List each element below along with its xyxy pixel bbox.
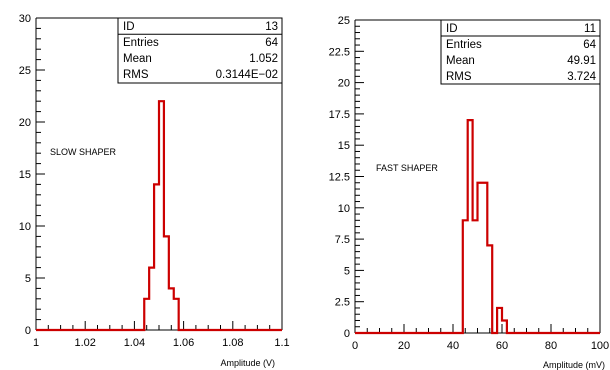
fast-shaper-histogram-line <box>355 119 600 335</box>
stat-label-mean: Mean <box>123 53 152 65</box>
stat-value-rms: 3.724 <box>567 71 596 83</box>
y-tick-label: 0 <box>344 328 350 340</box>
slow-shaper-ticks: 1 1.02 1.04 1.06 1.08 1.1 0 5 10 15 20 25 30 <box>19 13 290 349</box>
y-tick-label: 5 <box>25 273 31 285</box>
fast-shaper-stats-box: ID 11 Entries 64 Mean 49.91 RMS 3.724 <box>440 19 601 85</box>
y-tick-label: 2.5 <box>335 297 350 309</box>
slow-shaper-x-label: Amplitude (V) <box>220 358 275 368</box>
x-tick-label: 80 <box>545 340 557 352</box>
stat-label-id: ID <box>123 21 135 33</box>
y-tick-label: 15 <box>19 169 31 181</box>
slow-shaper-stats-box: ID 13 Entries 64 Mean 1.052 RMS 0.3144E−… <box>117 17 283 84</box>
fast-shaper-x-label: Amplitude (mV) <box>543 360 605 370</box>
y-tick-label: 10 <box>19 221 31 233</box>
x-tick-label: 1 <box>33 337 39 349</box>
x-tick-label: 1.06 <box>173 337 194 349</box>
stat-label-id: ID <box>446 23 458 35</box>
y-tick-label: 22.5 <box>329 46 350 58</box>
stat-value-mean: 49.91 <box>567 55 596 67</box>
stat-value-id: 11 <box>584 23 596 35</box>
fast-shaper-ticks: 0 20 40 60 80 100 0 2.5 5 7.5 10 12.5 15 17.5 20 22.5 25 <box>329 15 610 352</box>
slow-shaper-histogram-line <box>36 100 282 332</box>
y-tick-label: 25 <box>338 15 350 27</box>
x-tick-label: 40 <box>447 340 459 352</box>
y-tick-label: 20 <box>19 117 31 129</box>
x-tick-label: 0 <box>352 340 358 352</box>
fast-shaper-panel: 0 20 40 60 80 100 0 2.5 5 7.5 10 12.5 15 17.5 20 22.5 25… <box>329 15 610 370</box>
x-tick-label: 1.08 <box>222 337 243 349</box>
y-tick-label: 20 <box>338 78 350 90</box>
x-tick-label: 1.02 <box>74 337 95 349</box>
y-tick-label: 5 <box>344 265 350 277</box>
fast-shaper-label: FAST SHAPER <box>376 163 438 173</box>
x-tick-label: 60 <box>496 340 508 352</box>
x-tick-label: 100 <box>591 340 609 352</box>
stat-label-rms: RMS <box>446 71 472 83</box>
y-tick-label: 7.5 <box>335 234 350 246</box>
x-tick-label: 1.04 <box>124 337 145 349</box>
y-tick-label: 10 <box>338 203 350 215</box>
y-tick-label: 12.5 <box>329 172 350 184</box>
stat-value-rms: 0.3144E−02 <box>216 69 278 81</box>
stat-label-rms: RMS <box>123 69 149 81</box>
stat-value-entries: 64 <box>583 39 596 51</box>
slow-shaper-panel: 1 1.02 1.04 1.06 1.08 1.1 0 5 10 15 20 25 30 SLOW SH… <box>19 13 290 368</box>
x-tick-label: 1.1 <box>274 337 289 349</box>
y-tick-label: 17.5 <box>329 109 350 121</box>
stat-label-entries: Entries <box>446 39 482 51</box>
stat-label-entries: Entries <box>123 37 159 49</box>
stat-value-mean: 1.052 <box>249 53 278 65</box>
y-tick-label: 15 <box>338 140 350 152</box>
x-tick-label: 20 <box>398 340 410 352</box>
stat-label-mean: Mean <box>446 55 475 67</box>
slow-shaper-label: SLOW SHAPER <box>50 147 117 157</box>
stat-value-entries: 64 <box>265 37 278 49</box>
y-tick-label: 0 <box>25 325 31 337</box>
stat-value-id: 13 <box>265 21 278 33</box>
y-tick-label: 25 <box>19 65 31 77</box>
y-tick-label: 30 <box>19 13 31 25</box>
